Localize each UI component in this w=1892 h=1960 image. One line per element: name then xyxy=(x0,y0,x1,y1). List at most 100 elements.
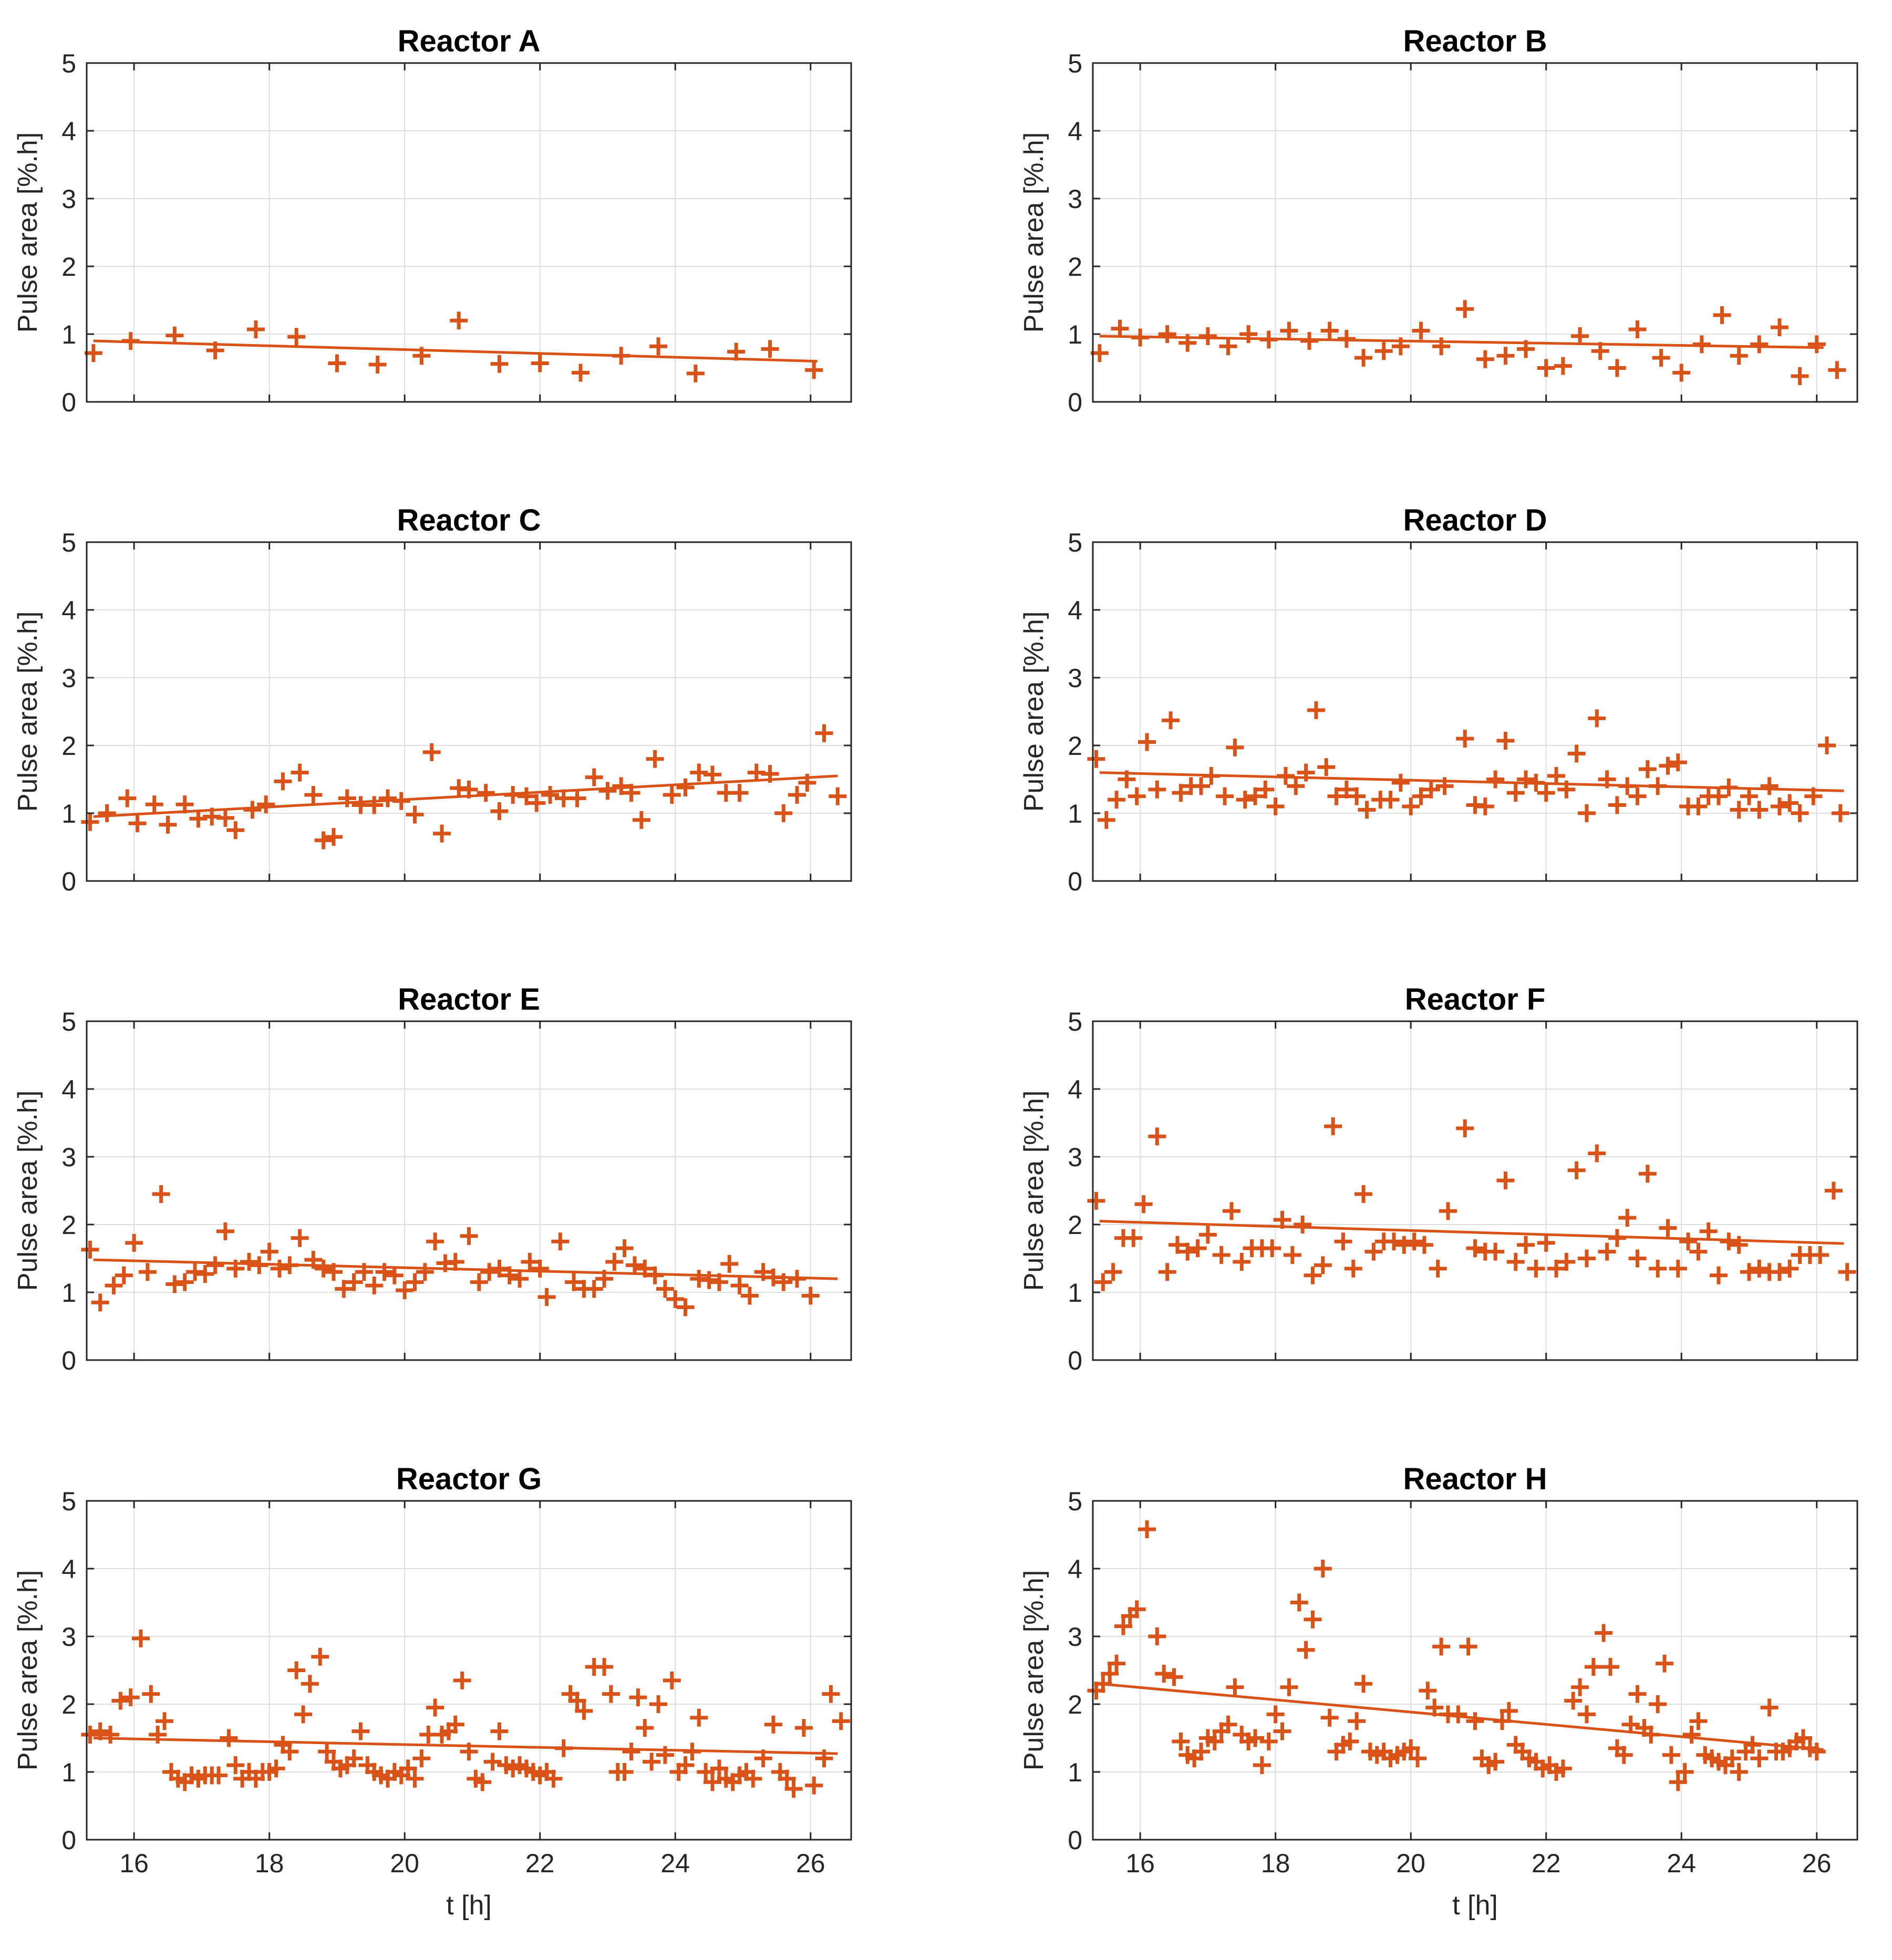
data-point xyxy=(480,1263,499,1281)
data-point xyxy=(324,828,343,846)
y-tick-label: 1 xyxy=(61,320,76,349)
data-point xyxy=(240,1252,259,1271)
data-point xyxy=(206,1256,224,1274)
data-point xyxy=(175,1273,194,1291)
data-point xyxy=(1486,1242,1505,1261)
data-point xyxy=(483,1752,502,1771)
data-point xyxy=(490,355,509,373)
data-point xyxy=(416,1263,434,1281)
panel-title: Reactor D xyxy=(1403,503,1547,537)
data-point xyxy=(1233,1252,1251,1271)
y-tick-label: 2 xyxy=(1068,1690,1082,1719)
data-point xyxy=(1838,1263,1856,1281)
data-point xyxy=(490,1722,509,1740)
data-point xyxy=(132,1629,150,1647)
y-tick-label: 4 xyxy=(61,596,76,625)
y-tick-label: 1 xyxy=(61,1758,76,1787)
data-point xyxy=(1656,1654,1674,1673)
panel-title: Reactor B xyxy=(1403,24,1547,58)
data-point xyxy=(1162,711,1180,730)
data-point xyxy=(1628,320,1647,338)
data-point xyxy=(1476,350,1494,368)
data-point xyxy=(822,1685,840,1703)
data-point xyxy=(575,1702,593,1720)
data-point xyxy=(84,344,102,362)
axes-frame xyxy=(1092,1020,1858,1361)
y-axis-label: Pulse area [%.h] xyxy=(13,1570,43,1771)
data-point xyxy=(595,1658,614,1676)
data-point xyxy=(1723,1749,1741,1768)
data-point xyxy=(1290,1593,1308,1612)
data-point xyxy=(622,1743,640,1761)
data-point xyxy=(318,1743,336,1761)
data-point xyxy=(1222,1202,1240,1220)
data-point xyxy=(145,795,163,814)
data-point xyxy=(422,743,441,761)
y-tick-label: 2 xyxy=(61,1210,76,1240)
data-point xyxy=(189,810,208,828)
y-tick-label: 3 xyxy=(61,663,76,693)
y-tick-label: 4 xyxy=(1068,596,1082,625)
data-point xyxy=(1273,1722,1291,1740)
data-point xyxy=(81,1726,99,1744)
data-point xyxy=(1415,1236,1433,1254)
data-point xyxy=(663,786,681,804)
data-point xyxy=(1158,325,1176,343)
data-point xyxy=(646,750,664,768)
data-point xyxy=(801,1287,820,1305)
data-point xyxy=(784,1780,803,1798)
data-point xyxy=(551,1232,570,1251)
data-point xyxy=(287,1661,306,1679)
data-point xyxy=(1314,1560,1332,1578)
data-point xyxy=(1148,1627,1166,1645)
data-point xyxy=(111,1692,130,1710)
y-tick-label: 5 xyxy=(1068,1487,1082,1516)
data-point xyxy=(1750,801,1769,819)
data-point xyxy=(1588,709,1606,728)
data-point xyxy=(186,1263,204,1281)
y-axis-label: Pulse area [%.h] xyxy=(1019,1091,1049,1291)
y-tick-label: 1 xyxy=(1068,799,1082,828)
data-point xyxy=(568,789,586,807)
data-point xyxy=(805,1776,823,1795)
data-point xyxy=(1750,335,1769,354)
data-point xyxy=(101,1726,120,1744)
data-point xyxy=(517,787,535,805)
data-point xyxy=(528,794,546,812)
data-point xyxy=(1781,1259,1799,1278)
data-point xyxy=(1672,364,1691,382)
data-point xyxy=(460,1227,478,1245)
data-point xyxy=(1496,1171,1515,1190)
data-point xyxy=(1500,1702,1518,1720)
data-point xyxy=(291,763,309,782)
data-point xyxy=(1236,791,1254,809)
x-tick-label: 22 xyxy=(1532,1849,1561,1878)
data-point xyxy=(1638,1165,1657,1183)
data-point xyxy=(105,1277,123,1295)
data-point xyxy=(210,1766,228,1785)
data-point xyxy=(426,1698,444,1717)
y-tick-label: 4 xyxy=(61,1075,76,1104)
data-point xyxy=(585,768,603,786)
y-tick-label: 0 xyxy=(61,1346,76,1375)
y-tick-label: 1 xyxy=(1068,1278,1082,1308)
data-point xyxy=(1246,787,1265,805)
data-point xyxy=(1750,1259,1769,1278)
trend-line xyxy=(1099,335,1824,349)
data-point xyxy=(1114,1617,1132,1635)
data-point xyxy=(1577,804,1596,822)
plot-area xyxy=(1093,1501,1857,1840)
data-point xyxy=(568,1692,586,1710)
data-point xyxy=(1517,770,1535,789)
panel-reactor-e: 0 1 2 3 4 5 Reactor E Pulse area [%.h] xyxy=(13,982,852,1375)
x-axis-label: t [h] xyxy=(1452,1890,1498,1921)
data-point xyxy=(1429,1259,1447,1278)
data-point xyxy=(1358,801,1376,819)
trend-line xyxy=(1099,771,1844,792)
data-point xyxy=(1205,1732,1224,1750)
data-point xyxy=(690,1708,708,1727)
y-tick-label: 2 xyxy=(1068,1210,1082,1240)
data-point xyxy=(1557,1252,1576,1271)
data-point xyxy=(1730,801,1748,819)
panel-title: Reactor A xyxy=(398,24,541,58)
